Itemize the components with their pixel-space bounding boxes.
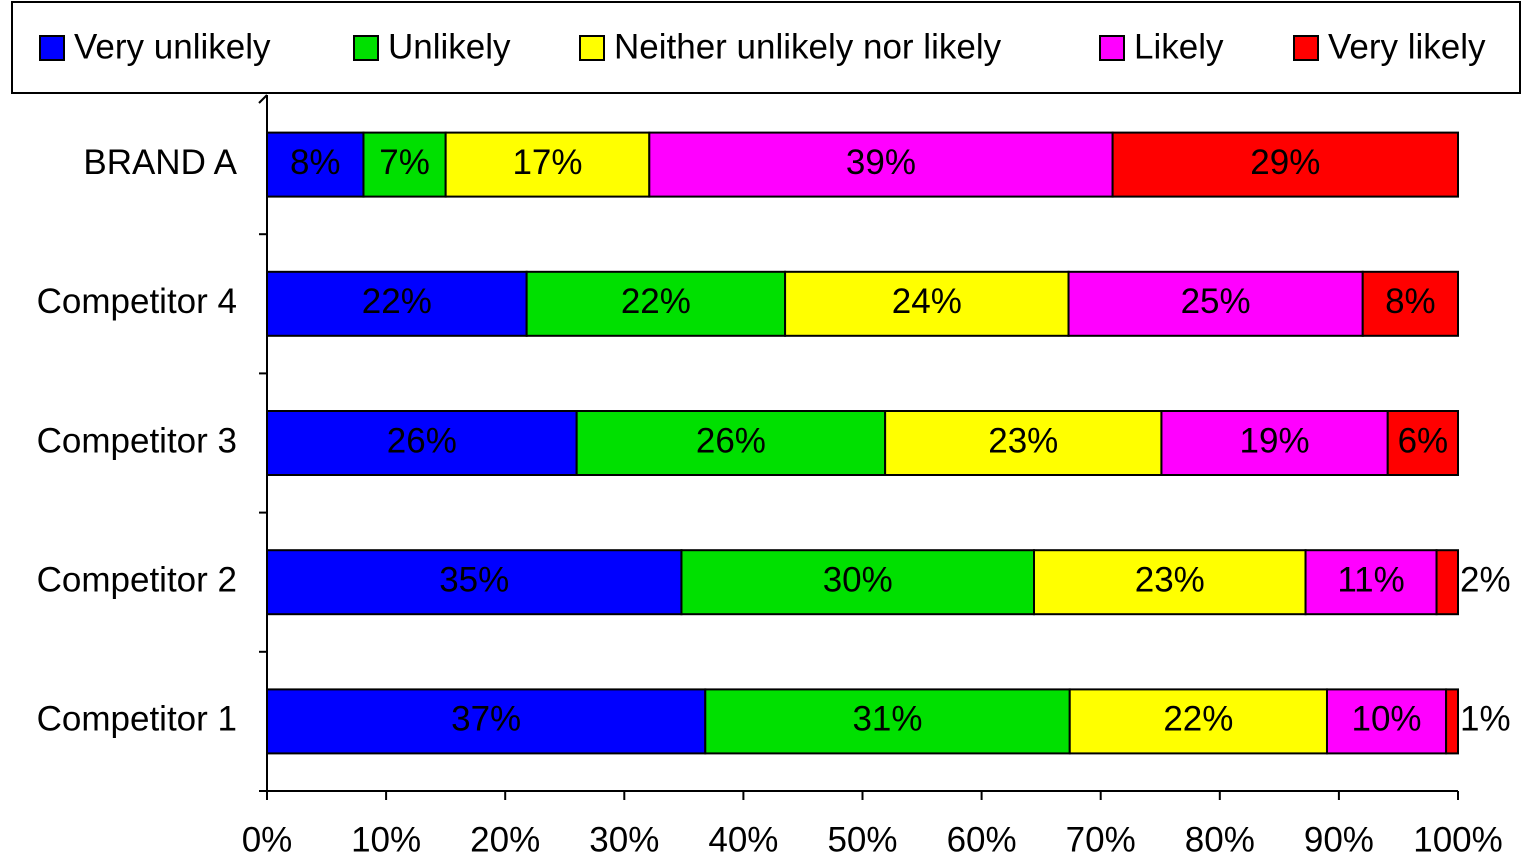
- x-tick-label: 80%: [1185, 820, 1255, 859]
- y-tick-label: Competitor 1: [37, 700, 237, 739]
- data-label: 30%: [823, 560, 893, 599]
- data-label: 6%: [1398, 421, 1449, 460]
- data-label: 25%: [1181, 282, 1251, 321]
- legend-label: Unlikely: [388, 27, 511, 66]
- data-label: 19%: [1240, 421, 1310, 460]
- data-label: 23%: [1135, 560, 1205, 599]
- x-tick-label: 0%: [242, 820, 293, 859]
- data-label: 11%: [1337, 560, 1404, 599]
- data-label: 8%: [1385, 282, 1436, 321]
- data-label: 7%: [379, 143, 430, 182]
- legend-swatch: [40, 36, 64, 60]
- data-label: 22%: [362, 282, 432, 321]
- y-tick: [259, 95, 267, 103]
- data-label: 26%: [387, 421, 457, 460]
- x-tick-label: 100%: [1413, 820, 1503, 859]
- data-label: 22%: [621, 282, 691, 321]
- data-label: 2%: [1460, 560, 1511, 599]
- legend-label: Neither unlikely nor likely: [614, 27, 1002, 66]
- bar-segment: [1437, 550, 1458, 614]
- legend-label: Very unlikely: [74, 27, 271, 66]
- data-label: 8%: [290, 143, 341, 182]
- x-tick-label: 20%: [470, 820, 540, 859]
- legend-swatch: [1100, 36, 1124, 60]
- data-label: 24%: [892, 282, 962, 321]
- data-label: 1%: [1460, 700, 1511, 739]
- legend-label: Very likely: [1328, 27, 1486, 66]
- x-tick-label: 60%: [947, 820, 1017, 859]
- y-tick-label: BRAND A: [83, 143, 237, 182]
- data-label: 37%: [451, 700, 521, 739]
- x-tick-label: 30%: [589, 820, 659, 859]
- x-tick-label: 70%: [1066, 820, 1136, 859]
- data-label: 29%: [1250, 143, 1320, 182]
- x-tick-label: 40%: [708, 820, 778, 859]
- legend-swatch: [580, 36, 604, 60]
- legend-swatch: [354, 36, 378, 60]
- x-tick-label: 10%: [351, 820, 421, 859]
- y-tick-label: Competitor 4: [37, 282, 237, 321]
- legend-swatch: [1294, 36, 1318, 60]
- x-tick-label: 50%: [827, 820, 897, 859]
- data-label: 10%: [1352, 700, 1422, 739]
- y-tick-label: Competitor 3: [37, 421, 237, 460]
- legend-label: Likely: [1134, 27, 1224, 66]
- data-label: 35%: [439, 560, 509, 599]
- data-label: 17%: [512, 143, 582, 182]
- bar-segment: [1446, 689, 1458, 753]
- data-label: 31%: [852, 700, 922, 739]
- data-label: 22%: [1163, 700, 1233, 739]
- x-tick-label: 90%: [1304, 820, 1374, 859]
- data-label: 26%: [696, 421, 766, 460]
- data-label: 39%: [846, 143, 916, 182]
- y-tick-label: Competitor 2: [37, 560, 237, 599]
- data-label: 23%: [988, 421, 1058, 460]
- chart: Very unlikely Unlikely Neither unlikely no…: [0, 0, 1522, 862]
